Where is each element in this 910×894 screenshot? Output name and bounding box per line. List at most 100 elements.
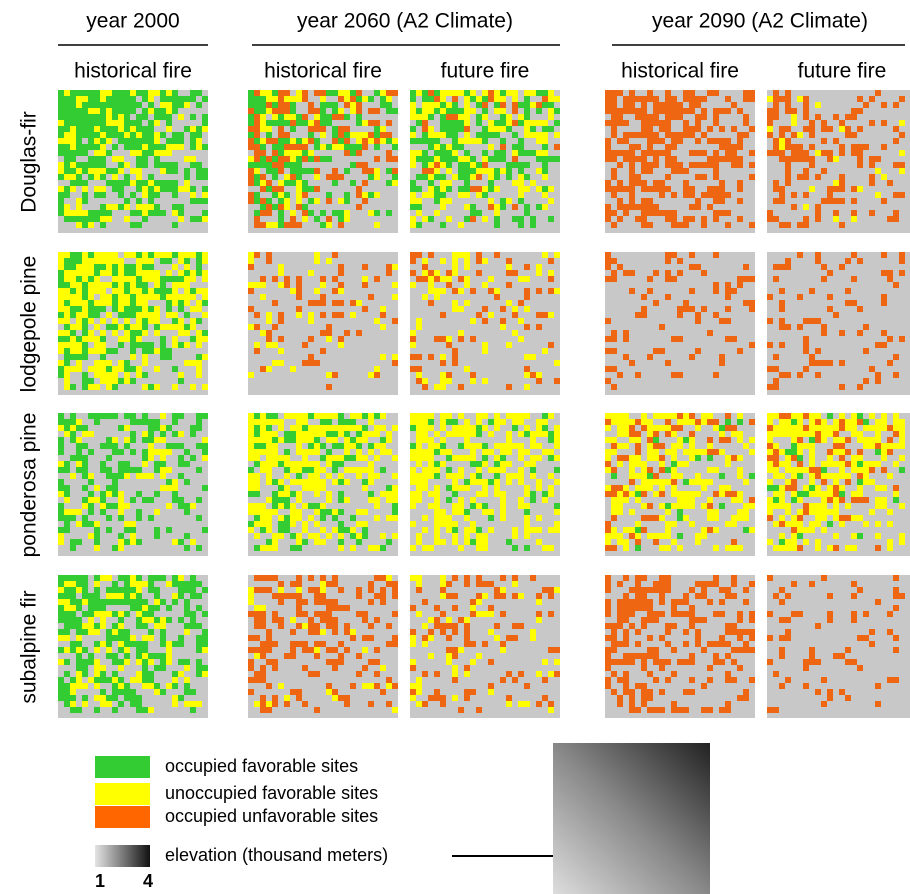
map-patch (196, 354, 202, 360)
map-patch (623, 635, 629, 641)
map-patch (88, 96, 94, 102)
map-patch (118, 312, 124, 318)
map-patch (142, 150, 148, 156)
map-patch (707, 192, 713, 198)
map-patch (320, 102, 326, 108)
map-patch (118, 294, 124, 300)
map-patch (380, 467, 386, 473)
map-patch (254, 162, 260, 168)
map-patch (314, 120, 320, 126)
map-patch (434, 108, 440, 114)
map-patch (196, 593, 202, 599)
map-patch (641, 425, 647, 431)
map-patch (500, 461, 506, 467)
map-patch (779, 372, 785, 378)
map-patch (815, 545, 821, 551)
map-patch (124, 120, 130, 126)
map-patch (665, 360, 671, 366)
map-patch (296, 120, 302, 126)
map-patch (88, 252, 94, 258)
map-patch (202, 174, 208, 180)
map-patch (458, 497, 464, 503)
map-patch (106, 294, 112, 300)
map-patch (380, 545, 386, 551)
map-patch (284, 485, 290, 491)
map-patch (542, 491, 548, 497)
map-patch (458, 443, 464, 449)
map-patch (260, 108, 266, 114)
map-patch (464, 114, 470, 120)
map-patch (803, 491, 809, 497)
map-patch (887, 437, 893, 443)
map-patch (440, 156, 446, 162)
map-patch (320, 539, 326, 545)
map-patch (142, 413, 148, 419)
map-patch (863, 467, 869, 473)
map-patch (785, 539, 791, 545)
map-patch (94, 641, 100, 647)
map-patch (494, 108, 500, 114)
map-patch (647, 150, 653, 156)
map-patch (743, 629, 749, 635)
map-patch (118, 120, 124, 126)
map-patch (605, 467, 611, 473)
map-patch (689, 587, 695, 593)
map-patch (148, 425, 154, 431)
map-patch (368, 174, 374, 180)
map-patch (659, 150, 665, 156)
map-patch (452, 132, 458, 138)
map-patch (731, 126, 737, 132)
map-patch (178, 114, 184, 120)
map-patch (314, 533, 320, 539)
map-patch (254, 156, 260, 162)
map-patch (124, 270, 130, 276)
map-patch (326, 102, 332, 108)
map-patch (160, 102, 166, 108)
map-patch (148, 587, 154, 593)
map-patch (464, 641, 470, 647)
map-patch (683, 192, 689, 198)
map-patch (476, 479, 482, 485)
map-patch (617, 617, 623, 623)
map-patch (260, 90, 266, 96)
map-patch (130, 587, 136, 593)
map-patch (617, 605, 623, 611)
map-patch (64, 126, 70, 132)
map-patch (272, 174, 278, 180)
map-patch (166, 138, 172, 144)
map-patch (725, 671, 731, 677)
map-patch (821, 503, 827, 509)
map-patch (464, 437, 470, 443)
map-patch (266, 545, 272, 551)
map-patch (440, 108, 446, 114)
map-patch (254, 126, 260, 132)
map-patch (178, 258, 184, 264)
map-patch (611, 485, 617, 491)
map-patch (266, 318, 272, 324)
map-patch (64, 515, 70, 521)
map-patch (767, 419, 773, 425)
map-patch (653, 473, 659, 479)
map-patch (278, 593, 284, 599)
map-patch (494, 467, 500, 473)
map-patch (184, 102, 190, 108)
map-patch (142, 431, 148, 437)
map-patch (773, 413, 779, 419)
map-patch (809, 485, 815, 491)
map-patch (653, 539, 659, 545)
map-patch (452, 533, 458, 539)
map-patch (248, 372, 254, 378)
map-patch (314, 539, 320, 545)
map-patch (130, 324, 136, 330)
map-patch (190, 294, 196, 300)
map-patch (839, 689, 845, 695)
map-patch (605, 258, 611, 264)
map-patch (635, 629, 641, 635)
map-patch (254, 449, 260, 455)
map-patch (494, 491, 500, 497)
map-patch (410, 473, 416, 479)
map-patch (302, 186, 308, 192)
map-patch (136, 222, 142, 228)
map-patch (683, 659, 689, 665)
map-patch (172, 677, 178, 683)
